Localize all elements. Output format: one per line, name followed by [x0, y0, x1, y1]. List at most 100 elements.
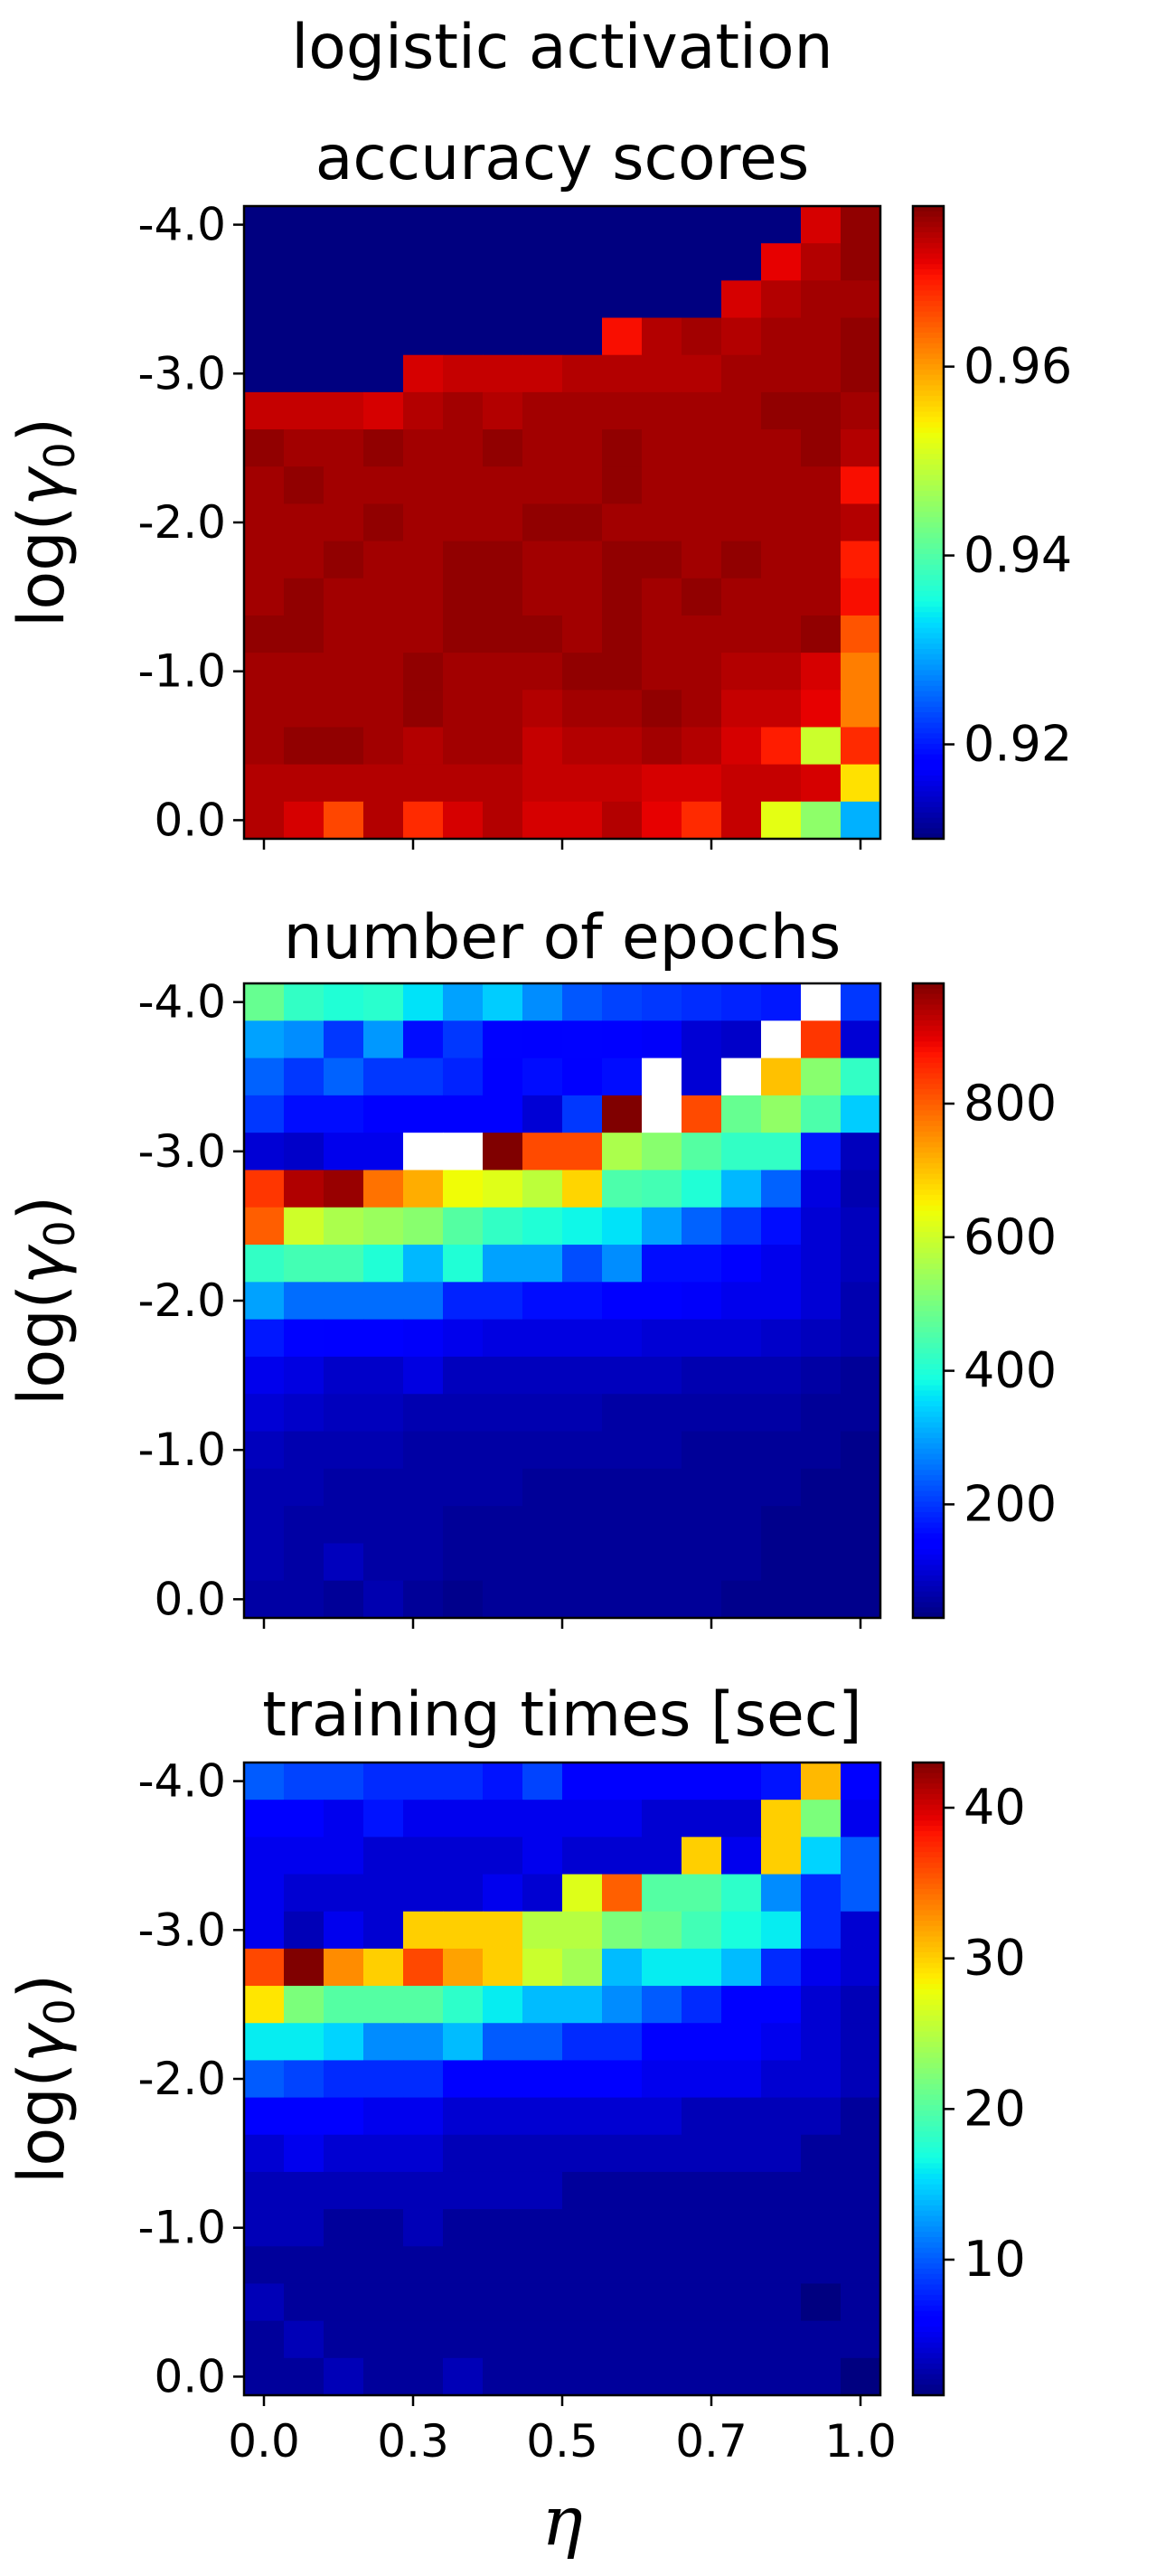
heatmap-cell — [443, 1986, 484, 2024]
colorbar-segment — [913, 1168, 944, 1175]
heatmap-cell — [761, 801, 802, 840]
heatmap-cell — [761, 2023, 802, 2062]
heatmap-cell — [363, 1133, 404, 1171]
heatmap-cell — [483, 1800, 523, 1838]
colorbar-segment — [913, 791, 944, 797]
colorbar-segment — [913, 285, 944, 291]
heatmap-cell — [483, 503, 523, 542]
heatmap-cell — [443, 2171, 484, 2210]
colorbar-segment — [913, 1422, 944, 1428]
colorbar-segment — [913, 1284, 944, 1291]
heatmap-cell — [841, 2283, 881, 2322]
colorbar-segment — [913, 1067, 944, 1075]
heatmap-cell — [841, 727, 881, 766]
heatmap-cell — [483, 1837, 523, 1876]
colorbar-segment — [913, 259, 944, 265]
heatmap-cell — [682, 243, 722, 281]
colorbar-segment — [913, 1899, 944, 1906]
colorbar-frame — [911, 982, 945, 1620]
heatmap-cell — [562, 1800, 603, 1838]
heatmap-cell — [682, 1763, 722, 1800]
heatmap-cell — [324, 1948, 364, 1987]
heatmap-cell — [761, 541, 802, 579]
heatmap-cell — [562, 1580, 603, 1619]
colorbar-segment — [913, 2247, 944, 2254]
heatmap-cell — [761, 2060, 802, 2099]
y-tick-label: -1.0 — [137, 1424, 226, 1476]
heatmap-cell — [801, 578, 842, 616]
heatmap-cell — [682, 1356, 722, 1395]
colorbar-segment — [913, 1931, 944, 1938]
heatmap-cell — [801, 466, 842, 505]
heatmap-cell — [403, 429, 444, 467]
colorbar-segment — [913, 348, 944, 354]
heatmap-cell — [483, 1948, 523, 1987]
colorbar-segment — [913, 802, 944, 808]
heatmap-cell — [721, 2357, 762, 2396]
heatmap-cell — [244, 1543, 285, 1582]
heatmap-cell — [443, 1874, 484, 1913]
heatmap-cell — [483, 2357, 523, 2396]
colorbar-segment — [913, 564, 944, 571]
colorbar-segment — [913, 1857, 944, 1864]
colorbar-segment — [913, 748, 944, 756]
heatmap-cell — [363, 1468, 404, 1507]
heatmap-cell — [602, 1133, 643, 1171]
heatmap-cell — [403, 1506, 444, 1545]
heatmap-cell — [363, 1095, 404, 1133]
colorbar-segment — [913, 1321, 944, 1328]
heatmap-cell — [522, 1133, 563, 1171]
heatmap-cell — [443, 1543, 484, 1582]
heatmap-cell — [443, 1800, 484, 1838]
y-tick-label: -3.0 — [137, 347, 226, 400]
heatmap-cell — [562, 1837, 603, 1876]
colorbar-segment — [913, 269, 944, 276]
colorbar-segment — [913, 538, 944, 544]
heatmap-cell — [642, 2060, 682, 2099]
colorbar-segment — [913, 586, 944, 592]
heatmap-cell — [602, 1431, 643, 1470]
heatmap-cell — [522, 690, 563, 729]
heatmap-cell — [443, 1506, 484, 1545]
heatmap-cell — [721, 1468, 762, 1507]
heatmap-cell — [761, 578, 802, 616]
colorbar-segment — [913, 2273, 944, 2280]
heatmap-cell — [443, 1431, 484, 1470]
colorbar-segment — [913, 1162, 944, 1170]
heatmap-cell — [244, 2320, 285, 2359]
heatmap-cell — [682, 317, 722, 356]
heatmap-cell — [841, 1133, 881, 1171]
heatmap-cell — [721, 2171, 762, 2210]
heatmap-cell — [801, 2209, 842, 2247]
colorbar-segment — [913, 1559, 944, 1566]
heatmap-cell — [363, 317, 404, 356]
heatmap-cell — [642, 764, 682, 803]
heatmap-cell — [602, 615, 643, 653]
heatmap-cell — [324, 1837, 364, 1876]
heatmap-cell — [562, 578, 603, 616]
heatmap-cell — [443, 1837, 484, 1876]
heatmap-cell — [562, 1095, 603, 1133]
heatmap-cell — [562, 1948, 603, 1987]
heatmap-cell — [721, 1506, 762, 1545]
heatmap-cell — [443, 2246, 484, 2285]
colorbar-segment — [913, 422, 944, 428]
heatmap-cell — [403, 1543, 444, 1582]
colorbar-segment — [913, 1396, 944, 1402]
colorbar-segment — [913, 343, 944, 350]
heatmap-cell — [801, 1245, 842, 1283]
heatmap-cell — [443, 2320, 484, 2359]
colorbar-tick-label: 400 — [964, 1342, 1057, 1399]
heatmap-cell — [721, 801, 762, 840]
heatmap-cell — [602, 1207, 643, 1246]
colorbar-segment — [913, 1332, 944, 1339]
colorbar-segment — [913, 1374, 944, 1381]
heatmap-cell — [284, 2357, 324, 2396]
heatmap-cell — [522, 2357, 563, 2396]
heatmap-cell — [642, 690, 682, 729]
heatmap-cell — [841, 1986, 881, 2024]
heatmap-cell — [642, 280, 682, 319]
heatmap-cell — [801, 2357, 842, 2396]
colorbar-segment — [913, 744, 944, 750]
colorbar-segment — [913, 279, 944, 287]
